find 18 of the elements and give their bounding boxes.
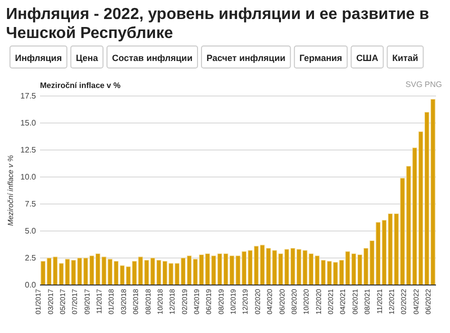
y-tick-label: 10.0 (20, 172, 37, 182)
y-tick-label: 0.0 (24, 280, 37, 290)
y-tick-label: 7.5 (24, 200, 37, 209)
y-tick-label: 2.5 (24, 254, 37, 263)
chart-subtitle: Meziroční inflace v % (40, 81, 120, 90)
text: США (356, 53, 379, 63)
y-tick-label: 15.0 (20, 118, 37, 128)
y-tick-label: 17.5 (20, 92, 37, 101)
chart-title: Инфляция - 2022, уровень инфляции и ее развитие в Чешской Республике (6, 6, 430, 42)
text: Цена (76, 53, 99, 63)
text: Китай (392, 53, 418, 63)
text: Состав инфляции (112, 53, 193, 63)
y-tick-label: 12.5 (20, 146, 37, 155)
text: Германия (299, 53, 342, 63)
text: Расчет инфляции (206, 53, 286, 63)
text: SVG PNG (406, 80, 442, 89)
y-tick-label: 5.0 (24, 226, 37, 236)
text: Инфляция (15, 53, 62, 63)
